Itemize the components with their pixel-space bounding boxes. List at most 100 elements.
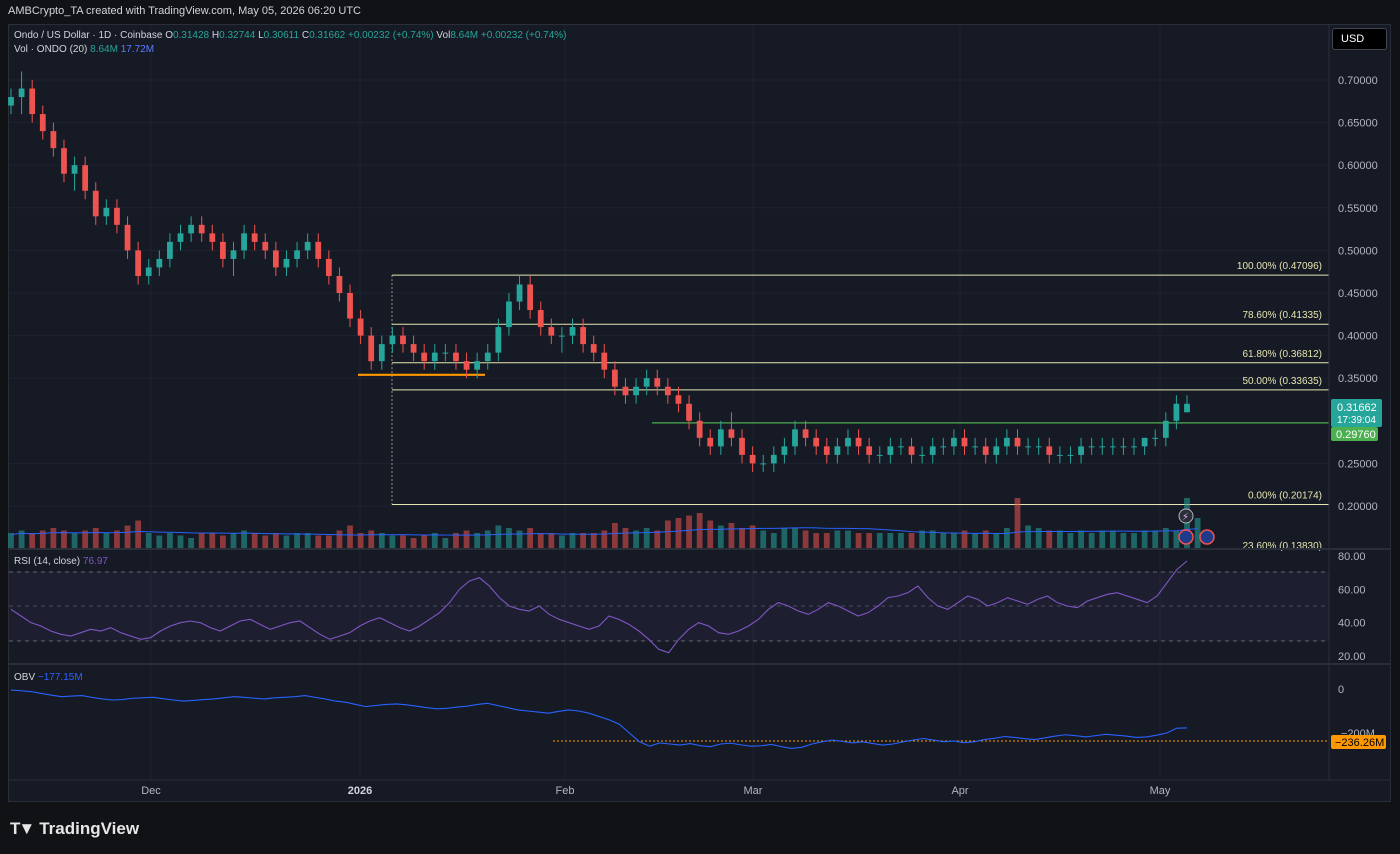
volume-bar [283, 535, 290, 548]
tradingview-logo[interactable]: T▼ TradingView [10, 819, 139, 839]
price-axis-label: 0.50000 [1338, 245, 1378, 257]
volume-bar [686, 515, 692, 548]
obv-legend[interactable]: OBV −177.15M [14, 672, 83, 683]
candle-body [177, 233, 184, 242]
price-axis-label: 0.25000 [1338, 458, 1378, 470]
volume-bar [453, 533, 459, 548]
candle-body [209, 233, 216, 242]
volume-indicator-value: 8.64M [90, 44, 118, 55]
volume-bar [622, 528, 629, 548]
candle-body [241, 233, 247, 251]
candle-body [643, 378, 650, 387]
vol-value: 8.64M [450, 30, 479, 41]
volume-legend[interactable]: Vol · ONDO (20) 8.64M 17.72M [14, 44, 154, 55]
price-axis[interactable]: 0.70000 0.65000 0.60000 0.55000 0.50000 0.450… [1338, 75, 1378, 513]
candle-body [516, 284, 523, 302]
candle-body [612, 369, 618, 387]
tradingview-logo-icon: T▼ [10, 819, 35, 838]
volume-bar [347, 525, 353, 548]
volume-bar [177, 535, 184, 548]
volume-bar [813, 533, 820, 548]
volume-bar [929, 530, 936, 548]
rsi-axis[interactable]: 80.00 60.00 40.00 20.00 [1338, 551, 1366, 663]
volume-bar [368, 530, 375, 548]
symbol-title[interactable]: Ondo / US Dollar · 1D · Coinbase [14, 30, 163, 41]
us-flag-icon[interactable] [1199, 529, 1215, 545]
candle-body [972, 446, 978, 448]
volume-bar [516, 530, 523, 548]
high-label: H [211, 30, 220, 41]
candle-body [728, 429, 735, 438]
candle-body [1004, 437, 1010, 447]
volume-bar [760, 530, 767, 548]
time-axis-label: Mar [744, 785, 763, 797]
fib-level-label: 100.00% (0.47096) [1237, 261, 1322, 272]
candle-body [601, 352, 608, 370]
volume-bar [39, 530, 46, 548]
obv-value: −177.15M [37, 672, 83, 683]
candle-body [431, 352, 438, 362]
volume-bar [527, 528, 534, 548]
time-axis-label: Feb [556, 785, 575, 797]
volume-ma-value: 17.72M [120, 44, 155, 55]
symbol-legend[interactable]: Ondo / US Dollar · 1D · Coinbase O0.3142… [14, 30, 567, 41]
candle-body [802, 429, 809, 438]
change-value: +0.00232 (+0.74%) [348, 30, 434, 41]
volume-bar [1035, 528, 1042, 548]
candle-body [114, 207, 120, 225]
candle-body [453, 352, 459, 362]
volume-bar [82, 530, 89, 548]
close-value: 0.31662 [309, 30, 346, 41]
candle-body [463, 361, 470, 370]
volume-bar [580, 533, 586, 548]
currency-button[interactable]: USD [1332, 28, 1387, 50]
volume-bar [8, 533, 14, 548]
brand-text: TradingView [39, 819, 140, 838]
rsi-band [9, 572, 1329, 641]
candle-body [866, 446, 873, 455]
candle-body [898, 446, 904, 448]
volume-bar [664, 520, 671, 548]
candle-body [919, 454, 926, 456]
candle-body [781, 446, 788, 455]
candle-body [198, 224, 205, 234]
candle-body [537, 310, 544, 328]
price-axis-label: 0.35000 [1338, 373, 1378, 385]
candle-body [559, 335, 565, 337]
candle-body [283, 258, 290, 268]
open-label: O [165, 30, 173, 41]
candle-body [569, 327, 576, 336]
fib-retracement[interactable] [391, 274, 1329, 506]
time-axis-label: Apr [951, 785, 968, 797]
volume-bar [506, 528, 512, 548]
volume-bar [1046, 530, 1053, 548]
volume-bar [823, 533, 830, 548]
candle-body [792, 429, 798, 447]
volume-bar [495, 525, 502, 548]
candle-body [696, 420, 703, 438]
candle-body [982, 446, 989, 455]
candle-body [39, 114, 46, 132]
candle-body [92, 190, 99, 217]
volume-bar [1131, 533, 1137, 548]
volume-bar [792, 528, 798, 548]
lightning-icon[interactable] [1178, 508, 1194, 524]
volume-bar [601, 530, 608, 548]
attribution-bar: AMBCrypto_TA created with TradingView.co… [0, 0, 1400, 22]
volume-bars [8, 498, 1201, 548]
candle-body [1078, 446, 1084, 455]
candle-body [71, 165, 78, 174]
candle-body [442, 352, 449, 354]
volume-bar [1109, 530, 1116, 548]
rsi-legend[interactable]: RSI (14, close) 76.97 [14, 556, 108, 567]
volume-bar [71, 533, 78, 548]
rsi-axis-label: 80.00 [1338, 551, 1366, 563]
volume-bar [1088, 533, 1095, 548]
time-axis[interactable]: Dec 2026 Feb Mar Apr May [141, 785, 1171, 797]
fib-labels: 100.00% (0.47096) 78.60% (0.41335) 61.80% … [1237, 261, 1322, 552]
fib-level-label: 23.60% (0.13830) [1242, 541, 1322, 552]
candle-body [1099, 446, 1106, 448]
volume-bar [633, 530, 639, 548]
us-flag-icon[interactable] [1178, 529, 1194, 545]
